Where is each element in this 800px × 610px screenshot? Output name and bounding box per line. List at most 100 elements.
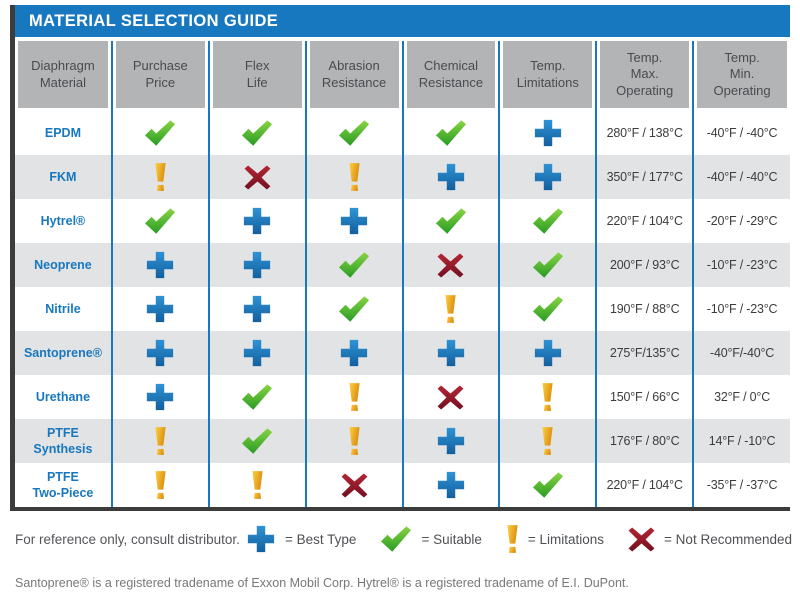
column-header-label: Abrasion Resistance [309,41,399,108]
column-header: Chemical Resistance [402,41,501,111]
rating-cell [208,155,307,199]
column-header-line: Abrasion [328,57,380,73]
title-bar: MATERIAL SELECTION GUIDE [15,5,790,37]
table-row: PTFE Two-Piece 220°F / 104°C -35°F / -37°C [15,463,790,507]
column-header-label: Temp. Limitations [503,41,593,108]
temp-min-cell: 14°F / -10°C [693,419,790,463]
limitations-icon [252,471,263,499]
rating-cell [499,287,598,331]
rating-cell [499,331,598,375]
not-recommended-icon [628,526,655,552]
suitable-icon [242,427,273,454]
best-type-icon [244,251,271,279]
suitable-icon [435,119,466,146]
rating-cell [305,331,404,375]
limitations-icon [445,295,457,323]
rating-cell [208,287,307,331]
legend-item: = Best Type [246,524,356,554]
column-header-line: Min. [729,66,755,82]
rating-cell [208,243,307,287]
rating-cell [111,287,210,331]
column-header-line: Diaphragm [31,57,95,73]
column-header-label: Flex Life [212,41,302,108]
rating-cell [208,331,307,375]
limitations-icon [542,427,553,455]
reference-note: For reference only, consult distributor. [15,531,240,547]
legend-row: For reference only, consult distributor.… [10,524,792,554]
column-header-line: Life [246,74,268,90]
suitable-icon [381,525,412,552]
rating-cell [111,155,210,199]
temp-min-cell: -10°F / -23°C [693,287,790,331]
suitable-icon [339,251,370,278]
suitable-icon [145,119,176,146]
rating-cell [499,199,598,243]
material-table: Diaphragm Material Purchase Price Flex Life Ab… [15,41,790,507]
material-name-line: PTFE [46,469,79,484]
column-header-line: Temp. [626,49,663,65]
rating-cell [499,111,598,155]
suitable-icon [242,383,273,410]
rating-cell [305,419,404,463]
material-name: EPDM [15,125,111,141]
rating-cell [111,419,210,463]
rating-cell [208,463,307,507]
limitations-icon [155,163,166,191]
material-name-line: Neoprene [34,257,92,272]
column-header: Purchase Price [111,41,210,111]
temp-max-cell: 190°F / 88°C [596,287,695,331]
legend-item-label: = Best Type [285,531,357,547]
rating-cell [499,463,598,507]
rating-cell [111,463,210,507]
limitations-icon [155,471,166,499]
table-row: PTFE Synthesis 176°F / 80°C 14°F / -10°C [15,419,790,463]
best-type-icon [437,163,465,191]
rating-cell [402,111,501,155]
column-header: Temp. Limitations [499,41,598,111]
suitable-icon [242,119,273,146]
rating-cell [305,199,404,243]
column-header-line: Chemical [423,57,479,73]
rating-cell [208,199,307,243]
rating-cell [111,243,210,287]
rating-cell [499,419,598,463]
not-recommended-icon [341,472,368,498]
material-name-cell: Urethane [15,375,113,419]
material-name-line: PTFE [46,425,79,440]
table-row: Nitrile 190°F / 88°C -10°F / -23°C [15,287,790,331]
temp-min-cell: -10°F / -23°C [693,243,790,287]
column-header-line: Purchase [132,57,188,73]
material-name-line: Urethane [35,389,91,404]
material-name: Santoprene® [15,345,111,361]
suitable-icon [532,207,563,234]
material-name-cell: PTFE Two-Piece [15,463,113,507]
column-header-line: Resistance [418,74,484,90]
material-name-line: Synthesis [33,442,93,456]
material-name-line: EPDM [44,125,81,140]
column-header-line: Limitations [516,74,579,90]
table-row: Neoprene 200°F / 93°C -10°F / -23°C [15,243,790,287]
material-name: Neoprene [15,257,111,273]
column-header-label: Temp. Max. Operating [600,41,690,108]
rating-cell [208,419,307,463]
best-type-icon [244,339,271,367]
column-header: Diaphragm Material [15,41,113,111]
temp-min-cell: -20°F / -29°C [693,199,790,243]
temp-max-cell: 350°F / 177°C [596,155,695,199]
material-name-line: FKM [49,169,77,184]
column-header: Flex Life [208,41,307,111]
column-header-line: Operating [616,82,674,98]
suitable-icon [339,119,370,146]
best-type-icon [437,339,465,367]
best-type-icon [147,251,174,279]
rating-cell [305,375,404,419]
rating-cell [402,463,501,507]
temp-max-cell: 280°F / 138°C [596,111,695,155]
legend-item: = Suitable [380,525,482,553]
suitable-icon [532,295,563,322]
legend: = Best Type = Suitable = Limitations = Not … [246,524,792,554]
column-header-line: Resistance [321,74,387,90]
material-name: FKM [15,169,111,185]
material-name-line: Nitrile [45,301,81,316]
limitations-icon [155,427,166,455]
